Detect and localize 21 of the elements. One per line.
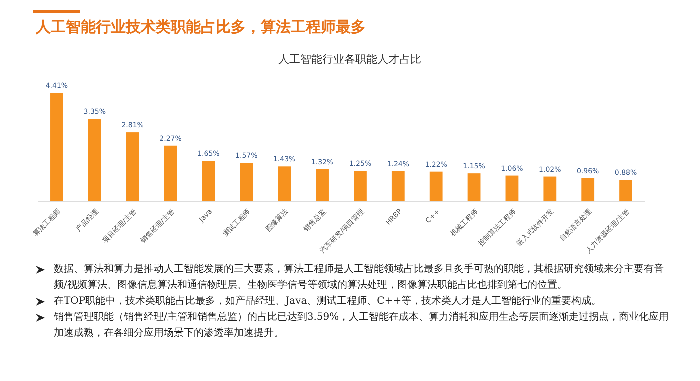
bar: [620, 180, 632, 202]
bar: [506, 176, 519, 202]
text: 数据、算法和算力是推动人工智能发展的三大要素，算法工程师是人工智能领域占比最多且炙手可热的职能，其根据研究领域来分主要有音频/视频算法、图像信息算法和通信物理层、生物医学信号等领域的算法处理，图像算法职能占比也排到第七的位置。: [53, 262, 665, 293]
bar: [278, 166, 292, 202]
bar: [316, 169, 329, 202]
bar: [430, 172, 443, 202]
bar: [240, 163, 254, 202]
bar: [544, 176, 557, 202]
chart-title: 人工智能行业技术类职能占比多，算法工程师最多: [36, 18, 366, 37]
chart-subtitle: 人工智能行业各职能人才占比: [278, 53, 422, 66]
bar: [468, 174, 481, 202]
text: 在TOP职能中，技术类职能占比最多，如产品经理、Java、测试工程师、C++等，技术类人才是人工智能行业的重要构成。: [53, 294, 603, 309]
bar: [392, 171, 405, 202]
bar: [354, 171, 367, 202]
bar: [126, 132, 140, 202]
bar: [164, 146, 178, 202]
bar: [582, 178, 595, 202]
bar: [88, 119, 102, 202]
text: 销售管理职能（销售经理/主管和销售总监）的占比已达到3.59%，人工智能在成本、算力消耗和应用生态等层面逐渐走过拐点，商业化应用加速成熟，在各细分应用场景下的渗透率加速提升。: [53, 310, 670, 341]
bar: [202, 161, 216, 202]
bar: [50, 93, 64, 202]
